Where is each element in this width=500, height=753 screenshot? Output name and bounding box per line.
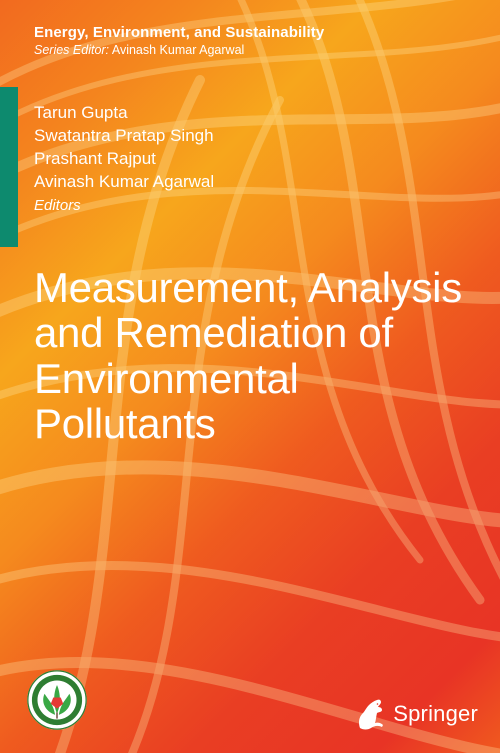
series-header: Energy, Environment, and Sustainability …: [34, 24, 480, 57]
publisher-name: Springer: [393, 701, 478, 727]
series-editor-label: Series Editor:: [34, 43, 109, 57]
publisher-block: Springer: [354, 697, 478, 731]
series-editor: Series Editor: Avinash Kumar Agarwal: [34, 43, 480, 57]
book-cover: Energy, Environment, and Sustainability …: [0, 0, 500, 753]
editor-name: Avinash Kumar Agarwal: [34, 171, 214, 194]
editor-name: Swatantra Pratap Singh: [34, 125, 214, 148]
series-editor-name: Avinash Kumar Agarwal: [112, 43, 244, 57]
title-line: Environmental: [34, 356, 470, 401]
bottom-row: Springer: [26, 669, 478, 731]
book-title: Measurement, Analysis and Remediation of…: [34, 265, 470, 446]
green-accent-bar: [0, 87, 18, 247]
editors-role-label: Editors: [34, 196, 214, 216]
society-badge-icon: [26, 669, 88, 731]
editor-name: Prashant Rajput: [34, 148, 214, 171]
series-name: Energy, Environment, and Sustainability: [34, 24, 480, 41]
editor-name: Tarun Gupta: [34, 102, 214, 125]
title-line: and Remediation of: [34, 310, 470, 355]
title-line: Pollutants: [34, 401, 470, 446]
springer-horse-icon: [354, 697, 386, 731]
editors-block: Tarun Gupta Swatantra Pratap Singh Prash…: [34, 102, 214, 216]
title-line: Measurement, Analysis: [34, 265, 470, 310]
